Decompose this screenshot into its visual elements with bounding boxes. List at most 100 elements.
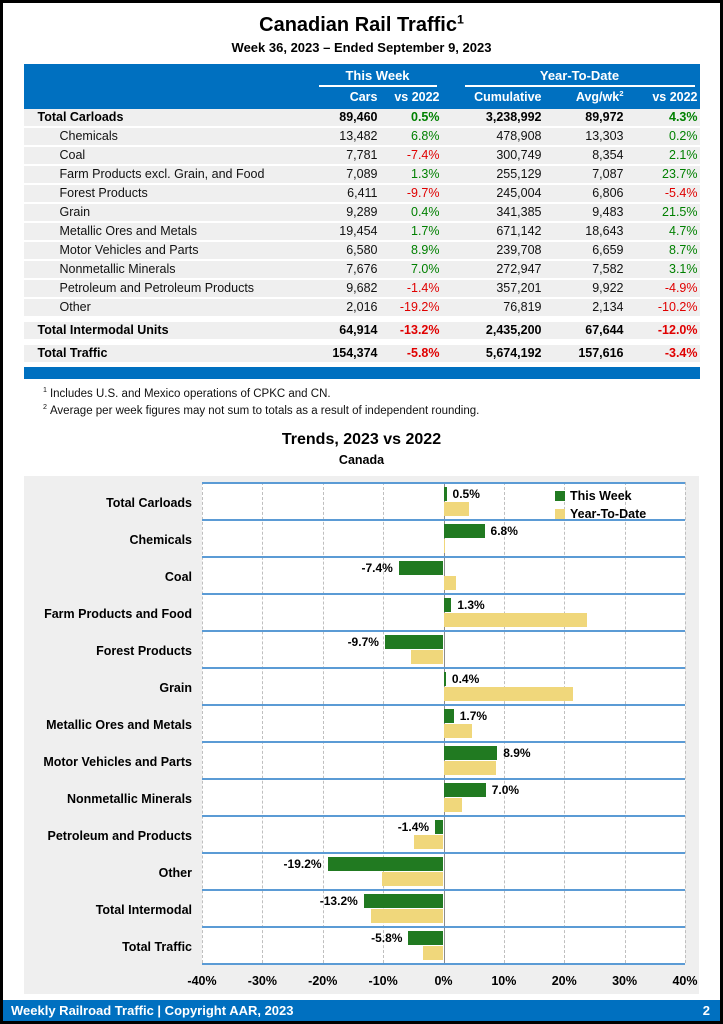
week-vs-2022-value: -13.2%	[399, 323, 440, 337]
year-to-date-bar	[443, 576, 457, 590]
row-label: Nonmetallic Minerals	[59, 262, 176, 276]
cars-value: 89,460	[339, 110, 378, 124]
table-body: Total Carloads 89,460 0.5% 3,238,992 89,972 4…	[23, 109, 700, 364]
footnote: 2 Average per week figures may not sum to…	[43, 404, 720, 417]
column-gap	[442, 261, 460, 278]
ytd-avg-per-week-value: 157,616	[578, 346, 624, 360]
week-vs-2022-value: 0.4%	[411, 205, 440, 219]
week-vs-2022-value: 8.9%	[411, 243, 440, 257]
column-gap	[442, 147, 460, 164]
row-label: Total Carloads	[37, 110, 124, 124]
x-axis-tick: -40%	[187, 974, 217, 988]
this-week-bar	[327, 857, 444, 871]
this-week-swatch	[555, 491, 565, 501]
category-label: Petroleum and Products	[47, 828, 192, 843]
column-gap	[442, 223, 460, 240]
year-to-date-bar	[371, 909, 444, 923]
year-to-date-bar	[443, 798, 463, 812]
chart-title: Trends, 2023 vs 2022	[281, 431, 442, 448]
footnote: 1 Includes U.S. and Mexico operations of …	[43, 387, 720, 400]
year-to-date-bar	[443, 539, 445, 553]
column-header-row: Cars vs 2022 Cumulative Avg/wk2 vs 2022	[24, 88, 700, 104]
footnote-text: Includes U.S. and Mexico operations of C…	[49, 388, 331, 400]
footnotes: 1 Includes U.S. and Mexico operations of …	[43, 387, 720, 417]
ytd-cumulative-value: 300,749	[496, 148, 542, 162]
table-row: Metallic Ores and Metals 19,454 1.7% 671,14…	[23, 223, 700, 242]
week-vs-2022-value: -19.2%	[399, 300, 440, 314]
footer-bar: Weekly Railroad Traffic | Copyright AAR,…	[3, 1000, 720, 1021]
empty-header-cell	[24, 68, 314, 87]
bar-value-label: 1.7%	[459, 709, 488, 723]
bar-value-label: -5.8%	[371, 931, 403, 945]
cars-value: 7,781	[346, 148, 378, 162]
year-to-date-bar	[410, 650, 444, 664]
chart-band: -19.2%	[202, 852, 685, 889]
week-vs-2022-value: 1.7%	[411, 224, 440, 238]
ytd-cumulative-value: 3,238,992	[485, 110, 542, 124]
category-label: Forest Products	[96, 643, 192, 658]
avg-wk-column-header: Avg/wk2	[544, 88, 626, 104]
ytd-vs2022-column-header: vs 2022	[652, 90, 698, 104]
legend-label: This Week	[570, 489, 632, 503]
vertical-gridline	[685, 482, 686, 963]
ytd-avg-per-week-value: 13,303	[585, 129, 624, 143]
page-subtitle: Week 36, 2023 – Ended September 9, 2023	[231, 40, 492, 55]
plot-area: This Week Year-To-Date 0.5% 6.8% -7.4% 1.3%…	[202, 482, 686, 965]
this-week-bar	[363, 894, 444, 908]
bar-value-label: 0.5%	[452, 487, 480, 501]
column-gap	[442, 109, 460, 126]
year-to-date-bar	[413, 835, 444, 849]
table-row: Petroleum and Petroleum Products 9,682 -1.…	[23, 280, 700, 299]
chart-band: -7.4%	[202, 556, 685, 593]
category-label: Farm Products and Food	[44, 606, 192, 621]
row-label: Farm Products excl. Grain, and Food	[59, 167, 265, 181]
x-axis-tick: -30%	[247, 974, 277, 988]
column-gap	[442, 90, 460, 104]
week-vs-2022-value: -7.4%	[406, 148, 440, 162]
cars-value: 6,580	[346, 243, 378, 257]
week-vs-2022-value: 1.3%	[411, 167, 440, 181]
chart-band: 0.5%	[202, 482, 685, 519]
ytd-vs-2022-value: 0.2%	[669, 129, 698, 143]
table-row: Total Carloads 89,460 0.5% 3,238,992 89,972 4…	[23, 109, 700, 128]
ytd-cumulative-value: 239,708	[496, 243, 542, 257]
page-number: 2	[702, 1003, 710, 1018]
this-week-bar	[435, 820, 444, 834]
vertical-gridline	[564, 482, 566, 963]
ytd-cumulative-value: 341,385	[496, 205, 542, 219]
row-label: Total Traffic	[37, 346, 108, 360]
this-week-bar	[443, 487, 447, 501]
cars-value: 64,914	[339, 323, 378, 337]
ytd-cumulative-value: 2,435,200	[485, 323, 542, 337]
table-row: Forest Products 6,411 -9.7% 245,004 6,806 -5.…	[23, 185, 700, 204]
table-row-gap	[23, 318, 700, 322]
this-week-bar	[443, 709, 454, 723]
cars-value: 7,089	[346, 167, 378, 181]
chart-subtitle: Canada	[338, 453, 385, 467]
ytd-vs-2022-value: -5.4%	[664, 186, 698, 200]
vertical-gridline	[322, 482, 324, 963]
ytd-avg-per-week-value: 9,483	[592, 205, 624, 219]
this-week-bar	[408, 931, 444, 945]
x-axis-tick: 30%	[612, 974, 638, 988]
bar-value-label: 1.3%	[457, 598, 485, 612]
avg-wk-footnote-marker: 2	[619, 88, 624, 98]
category-label: Total Intermodal	[95, 902, 192, 917]
table-row: Chemicals 13,482 6.8% 478,908 13,303 0.2%	[23, 128, 700, 147]
bar-value-label: 0.4%	[451, 672, 480, 686]
x-axis-tick: -10%	[368, 974, 398, 988]
bar-value-label: -13.2%	[319, 894, 358, 908]
row-label: Grain	[59, 205, 91, 219]
bar-value-label: 8.9%	[503, 746, 531, 760]
ytd-vs-2022-value: 3.1%	[669, 262, 698, 276]
table-row: Coal 7,781 -7.4% 300,749 8,354 2.1%	[23, 147, 700, 166]
ytd-cumulative-value: 478,908	[496, 129, 542, 143]
ytd-cumulative-value: 255,129	[496, 167, 542, 181]
this-week-bar	[443, 672, 446, 686]
cars-value: 6,411	[347, 186, 378, 200]
table-row: Total Intermodal Units 64,914 -13.2% 2,435,…	[23, 322, 700, 341]
avg-wk-label: Avg/wk	[575, 90, 620, 104]
cars-value: 9,682	[346, 281, 378, 295]
category-label: Total Traffic	[122, 939, 192, 954]
chart-band: -1.4%	[202, 815, 685, 852]
